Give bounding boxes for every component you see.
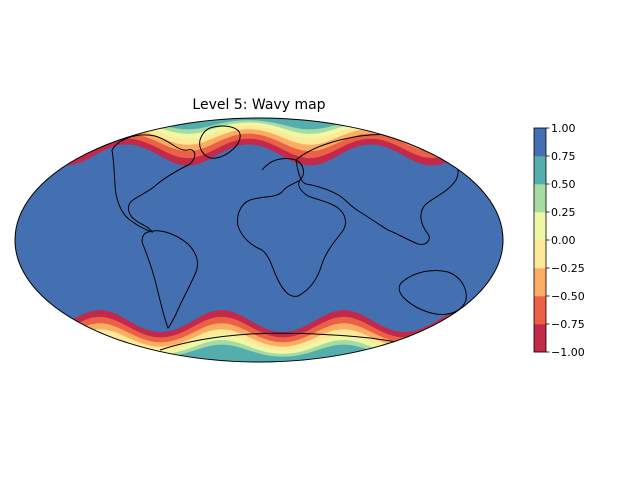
colorbar-tick-label: 0.00 — [551, 234, 576, 247]
colorbar: −1.00 −0.75 −0.50 −0.25 0.00 0.25 0.50 0.75 1.00 — [533, 122, 585, 359]
colorbar-tick-label: −0.25 — [551, 262, 585, 275]
colorbar-band — [534, 240, 546, 269]
australia-coast — [398, 269, 467, 315]
colorbar-band — [534, 128, 546, 157]
colorbar-band — [534, 212, 546, 241]
colorbar-band — [534, 324, 546, 353]
colorbar-tick-label: −0.75 — [551, 318, 585, 331]
europe-africa-coast — [237, 157, 346, 297]
colorbar-tick-label: 0.25 — [551, 206, 576, 219]
map-boundary — [14, 117, 504, 363]
greenland-coast — [199, 125, 241, 159]
colorbar-tick-label: 0.50 — [551, 178, 576, 191]
colorbar-band — [534, 156, 546, 185]
colorbar-band — [534, 184, 546, 213]
colorbar-band — [534, 268, 546, 297]
colorbar-tick-label: 1.00 — [551, 122, 576, 135]
south-america-coast — [141, 230, 199, 329]
colorbar-tick-label: −1.00 — [551, 346, 585, 359]
map-title: Level 5: Wavy map — [192, 97, 325, 113]
colorbar-band — [534, 296, 546, 325]
colorbar-tick-label: −0.50 — [551, 290, 585, 303]
world-map — [14, 117, 504, 363]
colorbar-tick-label: 0.75 — [551, 150, 576, 163]
north-america-coast — [111, 134, 196, 233]
